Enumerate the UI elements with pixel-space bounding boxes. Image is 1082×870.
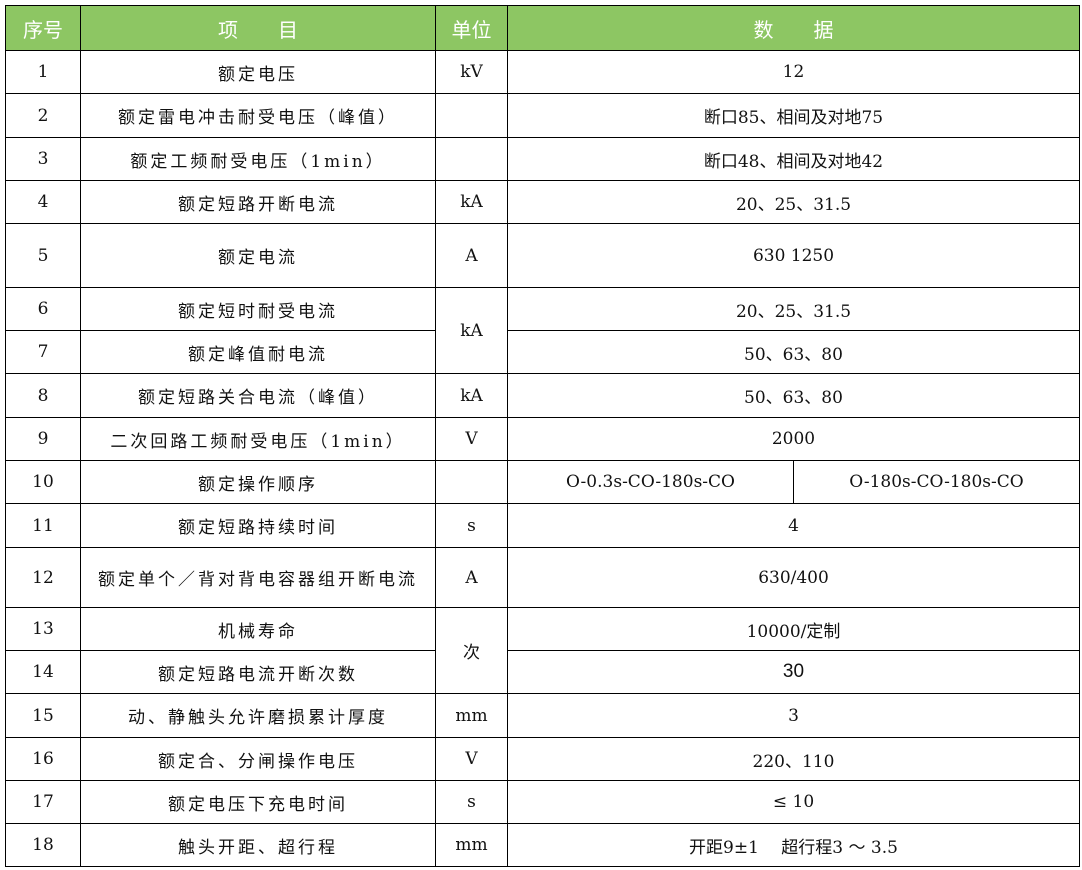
row-number: 7 <box>5 330 81 374</box>
unit: V <box>435 417 508 461</box>
header-item: 项 目 <box>80 5 436 51</box>
table-row: 11 额定短路持续时间 s 4 <box>5 503 1080 548</box>
unit: mm <box>435 823 508 867</box>
row-number: 6 <box>5 287 81 331</box>
unit: A <box>435 547 508 608</box>
header-data: 数 据 <box>507 5 1080 51</box>
item-name: 额定电压下充电时间 <box>80 780 436 824</box>
item-name: 额定雷电冲击耐受电压（峰值） <box>80 93 436 138</box>
unit: s <box>435 503 508 548</box>
unit <box>435 137 508 181</box>
table-row: 1 额定电压 kV 12 <box>5 50 1080 94</box>
unit: kA <box>435 287 508 374</box>
row-number: 8 <box>5 373 81 418</box>
table-row: 18 触头开距、超行程 mm 开距9±1 超行程3 ～ 3.5 <box>5 823 1080 867</box>
data-value: 50、63、80 <box>507 330 1080 374</box>
header-no: 序号 <box>5 5 81 51</box>
data-value: 30 <box>507 650 1080 694</box>
data-value: O-0.3s-CO-180s-CO <box>507 460 794 504</box>
data-value: 12 <box>507 50 1080 94</box>
unit: 次 <box>435 607 508 694</box>
item-name: 额定短路关合电流（峰值） <box>80 373 436 418</box>
table-row: 4 额定短路开断电流 kA 20、25、31.5 <box>5 180 1080 224</box>
header-row: 序号 项 目 单位 数 据 <box>5 5 1080 51</box>
table-row: 7 额定峰值耐电流 50、63、80 <box>5 330 1080 374</box>
row-number: 16 <box>5 737 81 781</box>
data-value: 2000 <box>507 417 1080 461</box>
item-name: 额定短路持续时间 <box>80 503 436 548</box>
unit: V <box>435 737 508 781</box>
table-row: 14 额定短路电流开断次数 30 <box>5 650 1080 694</box>
row-number: 15 <box>5 693 81 738</box>
row-number: 10 <box>5 460 81 504</box>
row-number: 13 <box>5 607 81 651</box>
row-number: 14 <box>5 650 81 694</box>
table-row: 5 额定电流 A 630 1250 <box>5 223 1080 288</box>
data-value: 断口85、相间及对地75 <box>507 93 1080 138</box>
data-value: 220、110 <box>507 737 1080 781</box>
item-name: 额定短路电流开断次数 <box>80 650 436 694</box>
item-name: 触头开距、超行程 <box>80 823 436 867</box>
unit: kA <box>435 180 508 224</box>
item-name: 动、静触头允许磨损累计厚度 <box>80 693 436 738</box>
table-row: 2 额定雷电冲击耐受电压（峰值） 断口85、相间及对地75 <box>5 93 1080 138</box>
spec-table: 序号 项 目 单位 数 据 1 额定电压 kV 12 2 额定雷电冲击耐受电压（峰值） 断口… <box>5 5 1080 867</box>
data-value: 断口48、相间及对地42 <box>507 137 1080 181</box>
unit <box>435 460 508 504</box>
item-name: 额定短路开断电流 <box>80 180 436 224</box>
data-value: ≤ 10 <box>507 780 1080 824</box>
table-row: 16 额定合、分闸操作电压 V 220、110 <box>5 737 1080 781</box>
row-number: 12 <box>5 547 81 608</box>
unit <box>435 93 508 138</box>
data-value: 20、25、31.5 <box>507 180 1080 224</box>
item-name: 二次回路工频耐受电压（1min） <box>80 417 436 461</box>
data-value: 3 <box>507 693 1080 738</box>
row-number: 11 <box>5 503 81 548</box>
data-value: 630 1250 <box>507 223 1080 288</box>
table-row: 3 额定工频耐受电压（1min） 断口48、相间及对地42 <box>5 137 1080 181</box>
table-row: 13 机械寿命次 10000/定制 <box>5 607 1080 694</box>
table-row: 17 额定电压下充电时间 s ≤ 10 <box>5 780 1080 824</box>
row-number: 18 <box>5 823 81 867</box>
unit: A <box>435 223 508 288</box>
item-name: 额定工频耐受电压（1min） <box>80 137 436 181</box>
table-row: 9 二次回路工频耐受电压（1min） V 2000 <box>5 417 1080 461</box>
row-number: 9 <box>5 417 81 461</box>
table-row: 10 额定操作顺序 O-0.3s-CO-180s-CO O-180s-CO-180s-… <box>5 460 1080 504</box>
item-name: 额定电流 <box>80 223 436 288</box>
unit: kA <box>435 373 508 418</box>
data-value-2: O-180s-CO-180s-CO <box>793 460 1080 504</box>
table-row: 8 额定短路关合电流（峰值） kA 50、63、80 <box>5 373 1080 418</box>
data-value: 50、63、80 <box>507 373 1080 418</box>
data-value: 20、25、31.5 <box>507 287 1080 331</box>
row-number: 1 <box>5 50 81 94</box>
unit: s <box>435 780 508 824</box>
data-value: 630/400 <box>507 547 1080 608</box>
data-value: 4 <box>507 503 1080 548</box>
header-unit: 单位 <box>435 5 508 51</box>
row-number: 4 <box>5 180 81 224</box>
item-name: 机械寿命 <box>80 607 436 651</box>
item-name: 额定操作顺序 <box>80 460 436 504</box>
item-name: 额定峰值耐电流 <box>80 330 436 374</box>
table-row: 12 额定单个／背对背电容器组开断电流 A 630/400 <box>5 547 1080 608</box>
row-number: 17 <box>5 780 81 824</box>
table-row: 6 额定短时耐受电流 kA 20、25、31.5 <box>5 287 1080 374</box>
unit: mm <box>435 693 508 738</box>
data-value: 开距9±1 超行程3 ～ 3.5 <box>507 823 1080 867</box>
item-name: 额定单个／背对背电容器组开断电流 <box>80 547 436 608</box>
table-row: 15 动、静触头允许磨损累计厚度 mm 3 <box>5 693 1080 738</box>
row-number: 5 <box>5 223 81 288</box>
unit: kV <box>435 50 508 94</box>
item-name: 额定合、分闸操作电压 <box>80 737 436 781</box>
row-number: 3 <box>5 137 81 181</box>
item-name: 额定电压 <box>80 50 436 94</box>
item-name: 额定短时耐受电流 <box>80 287 436 331</box>
row-number: 2 <box>5 93 81 138</box>
data-value: 10000/定制 <box>507 607 1080 651</box>
